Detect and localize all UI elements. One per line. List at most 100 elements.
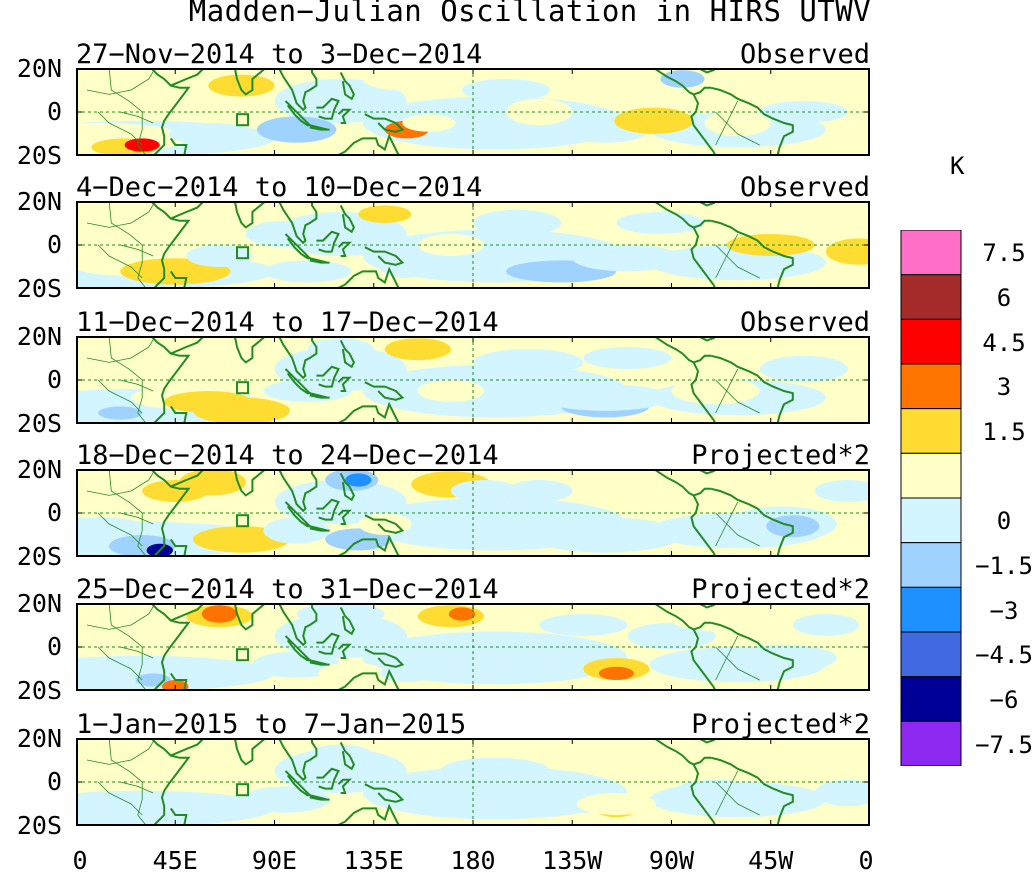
colorbar-label: −1.5 [975, 552, 1033, 580]
latitude-tick-label: 20S [16, 542, 62, 571]
maldives-outline [236, 648, 250, 662]
coastline [337, 376, 352, 392]
coastline [339, 741, 356, 771]
colorbar-swatch [900, 230, 962, 276]
anomaly-contour [307, 744, 374, 767]
longitude-tick-label: 0 [72, 846, 88, 875]
coastline [169, 137, 188, 156]
colorbar-swatch [900, 363, 962, 410]
latitude-tick-label: 0 [46, 365, 62, 394]
map-panel [76, 738, 870, 826]
latitude-tick-label: 20S [16, 274, 62, 303]
colorbar-swatch [900, 497, 962, 544]
longitude-tick-label: 180 [450, 846, 496, 875]
coastline [327, 534, 401, 557]
anomaly-contour [598, 666, 635, 680]
coastline [316, 365, 340, 388]
anomaly-contour [307, 338, 374, 361]
latitude-tick-label: 20N [16, 54, 62, 83]
country-border [86, 603, 156, 630]
coastline [76, 738, 191, 826]
latitude-tick-label: 0 [46, 97, 62, 126]
colorbar-unit: K [950, 152, 965, 180]
coastline [169, 672, 188, 691]
colorbar-label: 4.5 [982, 328, 1026, 357]
coastline [337, 778, 352, 794]
panel-date-range: 27−Nov−2014 to 3−Dec−2014 [76, 39, 483, 70]
anomaly-contour [181, 740, 235, 758]
coastline [170, 603, 205, 622]
coastline [697, 68, 716, 74]
coastline [284, 501, 313, 528]
anomaly-contour [759, 355, 848, 383]
country-border [120, 244, 154, 257]
latitude-tick-label: 20N [16, 455, 62, 484]
colorbar-swatch [900, 452, 962, 499]
coastline [278, 201, 318, 245]
coastline [278, 738, 318, 782]
anomaly-contour [792, 614, 860, 636]
coastline [697, 336, 716, 342]
country-border [120, 379, 154, 392]
coastline [327, 803, 401, 826]
country-border [86, 469, 156, 496]
coastline [316, 97, 340, 120]
coastline [316, 767, 340, 790]
coastline [710, 219, 794, 289]
coastline [309, 794, 330, 801]
latitude-tick-label: 20N [16, 187, 62, 216]
map-panel-svg [76, 336, 870, 424]
country-border [715, 233, 739, 279]
coastline [76, 469, 191, 557]
coastline [76, 68, 191, 156]
colorbar-label: 0 [996, 507, 1012, 536]
country-border [715, 244, 760, 279]
panel-kind-label: Observed [739, 172, 870, 203]
coastline [169, 405, 188, 424]
latitude-tick-label: 20S [16, 141, 62, 170]
longitude-tick-label: 135W [542, 846, 603, 875]
coastline [309, 257, 330, 264]
maldives-outline [236, 514, 250, 528]
colorbar-label: −6 [989, 686, 1019, 714]
coastline [284, 770, 313, 797]
coastline [653, 336, 712, 364]
panel-date-range: 25−Dec−2014 to 31−Dec−2014 [76, 574, 499, 605]
latitude-tick-label: 20N [16, 322, 62, 351]
panel-kind-label: Projected*2 [691, 440, 870, 471]
coastline [339, 606, 356, 636]
anomaly-contour [263, 517, 330, 544]
country-border [86, 738, 156, 765]
panel-kind-label: Projected*2 [691, 709, 870, 740]
coastline [364, 246, 405, 266]
panel-kind-label: Observed [739, 307, 870, 338]
latitude-tick-label: 0 [46, 498, 62, 527]
coastline [690, 93, 717, 156]
latitude-tick-label: 20S [16, 811, 62, 840]
coastline [710, 487, 794, 557]
colorbar-label: −3 [989, 596, 1019, 625]
country-border [715, 781, 760, 816]
coastline [697, 201, 716, 207]
anomaly-contour [528, 517, 683, 553]
anomaly-contour [671, 377, 760, 405]
coastline [233, 469, 267, 497]
country-border [715, 646, 760, 681]
coastline [76, 603, 191, 691]
anomaly-contour [252, 651, 341, 678]
coastline [364, 381, 405, 401]
coastline [169, 807, 188, 826]
panel-date-range: 11−Dec−2014 to 17−Dec−2014 [76, 307, 499, 338]
coastline [284, 233, 313, 260]
colorbar-swatch [900, 408, 962, 454]
coastline [284, 100, 313, 127]
coastline [653, 201, 712, 229]
anomaly-contour [413, 740, 467, 754]
anomaly-contour [539, 614, 628, 636]
map-panel-svg [76, 738, 870, 826]
country-border [715, 512, 760, 547]
latitude-tick-label: 20S [16, 676, 62, 705]
coastline [309, 124, 330, 131]
country-border [97, 512, 143, 547]
latitude-tick-label: 20S [16, 409, 62, 438]
